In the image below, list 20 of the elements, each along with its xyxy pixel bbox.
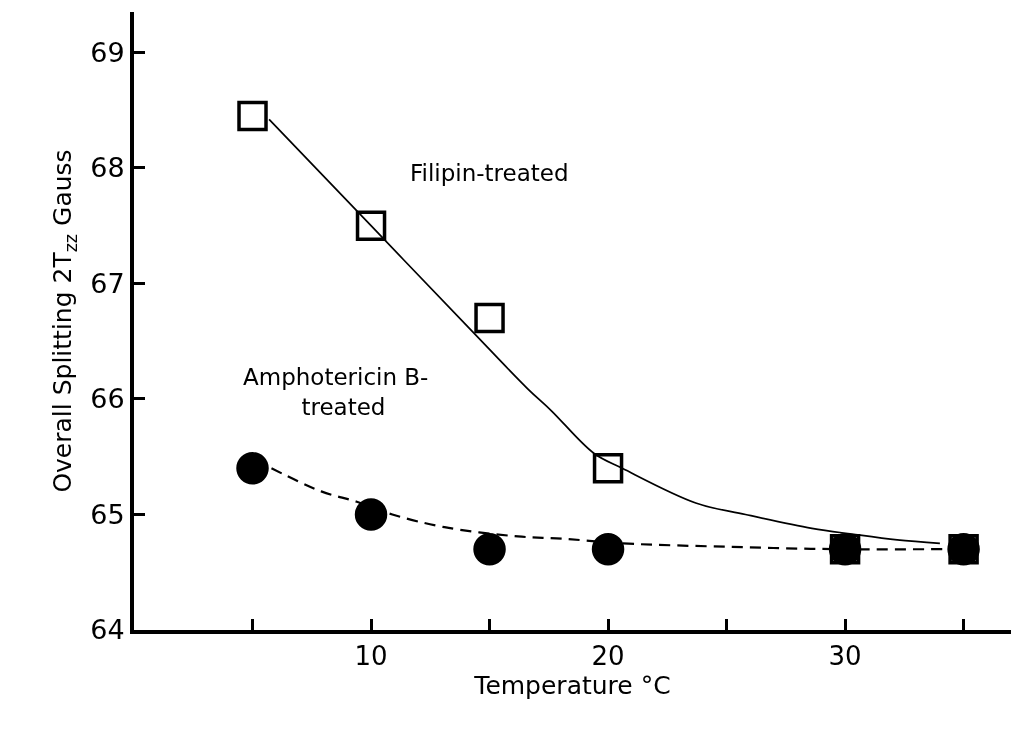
x-tick-label: 20 — [591, 641, 625, 672]
y-tick-label: 69 — [90, 36, 125, 68]
x-axis-title: Temperature °C — [473, 671, 671, 701]
y-tick-label: 68 — [90, 152, 125, 184]
y-tick-label: 67 — [90, 267, 125, 299]
point — [592, 453, 624, 484]
point — [473, 532, 506, 566]
point — [354, 498, 388, 531]
series-label: Amphotericin B-treated — [243, 364, 429, 420]
x-tick-label: 30 — [828, 641, 862, 672]
point — [355, 210, 387, 241]
y-tick-label: 64 — [90, 614, 125, 646]
series-label: Filipin-treated — [410, 160, 569, 186]
point — [474, 302, 505, 334]
point — [237, 100, 268, 132]
y-tick-label: 66 — [90, 383, 125, 415]
x-tick-label: 10 — [354, 641, 388, 672]
point — [591, 532, 625, 566]
y-tick-label: 65 — [90, 498, 125, 530]
point — [236, 452, 269, 485]
